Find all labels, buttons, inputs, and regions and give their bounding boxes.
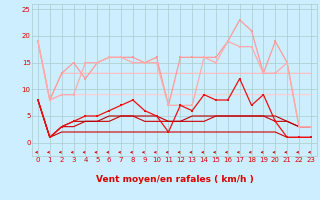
X-axis label: Vent moyen/en rafales ( km/h ): Vent moyen/en rafales ( km/h ) — [96, 174, 253, 184]
